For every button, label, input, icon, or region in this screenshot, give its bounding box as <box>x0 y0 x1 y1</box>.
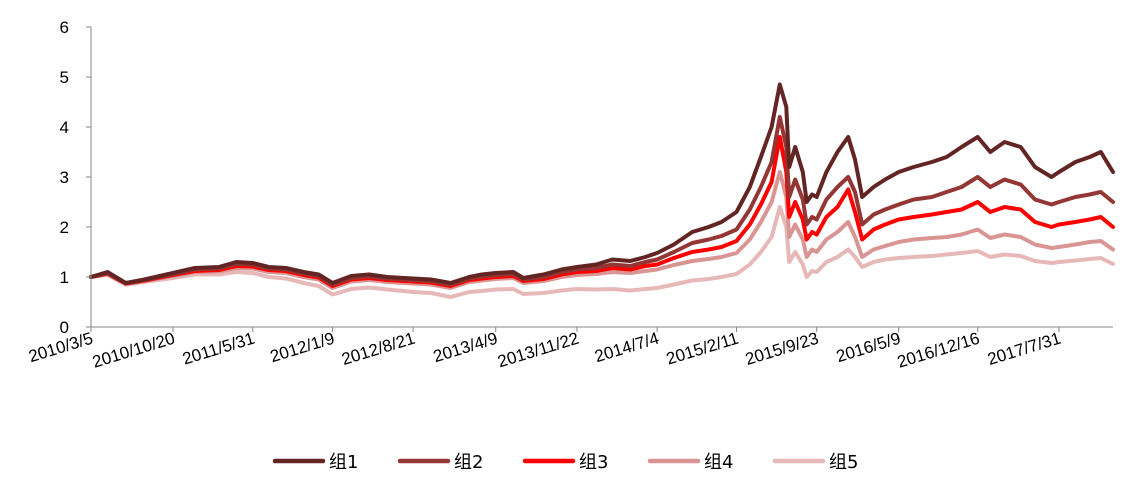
series-line-1 <box>89 82 1115 285</box>
x-tick-label: 2015/2/11 <box>664 329 741 369</box>
x-tick-label: 2017/7/31 <box>985 329 1063 369</box>
x-tick-label: 2012/8/21 <box>339 329 417 369</box>
x-tick-label: 2012/1/9 <box>268 329 337 367</box>
legend-label: 组2 <box>454 452 483 473</box>
legend-label: 组3 <box>579 452 608 473</box>
x-tick-label: 2010/10/20 <box>90 329 177 372</box>
y-tick-label: 4 <box>60 118 69 137</box>
x-tick-label: 2015/9/23 <box>743 329 821 369</box>
x-tick-label: 2013/11/22 <box>495 329 581 372</box>
legend-label: 组5 <box>829 452 858 473</box>
legend-label: 组4 <box>704 452 733 473</box>
x-tick-label: 2016/12/16 <box>895 329 982 372</box>
series-line-2 <box>89 115 1115 287</box>
y-tick-label: 2 <box>60 218 69 237</box>
x-tick-label: 2011/5/31 <box>180 329 257 369</box>
plot-lines <box>89 82 1115 299</box>
y-tick-label: 5 <box>60 68 69 87</box>
legend-label: 组1 <box>329 452 358 473</box>
series-line-5 <box>89 205 1115 299</box>
x-tick-label: 2013/4/9 <box>431 329 500 367</box>
x-tick-label: 2014/7/4 <box>592 329 661 367</box>
y-tick-label: 0 <box>60 318 69 337</box>
legend: 组1 组2 组3 组4 组5 <box>272 452 858 473</box>
y-tick-label: 6 <box>60 18 69 37</box>
y-tick-label: 1 <box>60 268 69 287</box>
y-tick-label: 3 <box>60 168 69 187</box>
x-tick-label: 2016/5/9 <box>834 329 903 367</box>
